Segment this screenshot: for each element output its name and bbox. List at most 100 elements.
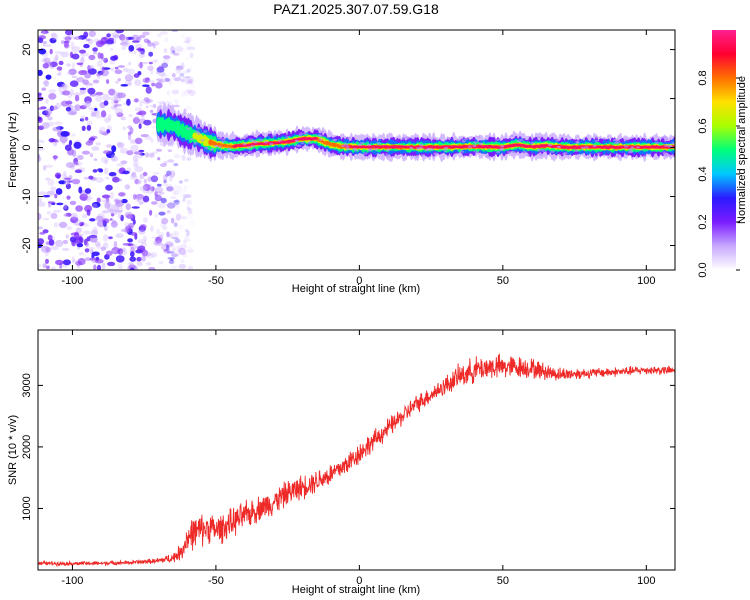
noise-blob [182,239,187,244]
noise-blob [54,51,63,55]
noise-blob [69,163,76,170]
noise-blob [153,171,160,175]
noise-blob [84,96,92,104]
x-tick-label: 100 [637,575,655,587]
noise-blob [63,41,69,48]
noise-blob [178,75,182,79]
noise-blob [44,251,49,257]
noise-blob [105,184,113,191]
noise-blob [142,97,150,105]
noise-blob [112,34,120,39]
noise-blob [48,239,55,246]
y-tick-label: -10 [21,189,33,205]
noise-blob [44,164,54,168]
noise-blob [151,82,156,87]
noise-blob [110,47,114,51]
ridge-fleck [246,146,251,149]
noise-blob [65,234,70,239]
noise-blob [120,228,129,232]
noise-blob [80,115,86,122]
ridge-fleck [332,153,337,156]
noise-blob [45,98,49,104]
ridge-fleck [628,148,633,151]
noise-blob [161,62,169,68]
ridge-fleck [507,151,511,154]
noise-blob [167,159,175,163]
noise-blob [114,209,123,213]
noise-blob [102,218,110,224]
noise-blob [168,77,173,86]
ridge-fleck [629,150,634,153]
noise-blob [151,41,160,46]
noise-blob [65,183,71,190]
noise-blob [136,48,145,51]
noise-blob [76,243,84,248]
noise-blob [59,135,68,143]
ridge-fleck [474,150,479,153]
noise-blob [135,43,142,50]
ridge-fleck [575,141,580,144]
ridge-fleck [360,141,364,145]
noise-blob [126,214,134,219]
ridge-fleck [541,149,545,152]
y-tick-label: 20 [21,43,33,55]
noise-blob [87,65,93,70]
noise-blob [79,193,89,201]
noise-blob [38,116,43,124]
noise-blob [168,259,175,265]
ridge-fleck [460,150,464,153]
ridge-fleck [253,141,258,144]
noise-blob [41,140,45,144]
noise-blob [143,96,150,103]
noise-blob [73,36,83,40]
noise-blob [101,66,105,74]
noise-blob [88,137,96,141]
noise-blob [45,258,49,264]
ridge-fleck [664,144,669,147]
noise-blob [114,69,123,75]
noise-blob [169,170,176,178]
noise-blob [132,193,137,200]
noise-blob [158,211,166,216]
noise-blob [61,83,67,89]
noise-blob [137,239,147,244]
noise-blob [115,30,124,34]
noise-blob [166,170,172,176]
noise-blob [103,100,109,106]
noise-blob [183,186,188,193]
noise-blob [134,107,143,112]
noise-blob [101,262,106,270]
noise-blob [53,139,60,143]
noise-blob [178,202,182,207]
noise-blob [103,150,112,155]
noise-blob [39,232,46,235]
noise-blob [157,234,163,242]
noise-blob [94,258,104,264]
noise-blob [83,31,89,38]
noise-blob [65,106,72,112]
noise-blob [143,235,147,242]
noise-blob [40,30,49,34]
noise-blob [139,185,148,192]
noise-blob [134,178,139,185]
noise-blob [66,195,71,200]
noise-blob [174,68,179,72]
noise-blob [60,40,65,44]
noise-blob [104,176,110,180]
ridge-fleck [285,136,290,139]
noise-blob [114,107,123,116]
noise-blob [40,245,49,249]
ridge-fleck [352,147,357,151]
colorbar-ticks: 0.0 0.2 0.4 0.6 0.8 [697,70,740,278]
noise-blob [79,49,86,54]
noise-blob [72,259,79,263]
noise-blob [187,249,194,253]
noise-blob [172,245,182,254]
noise-blob [50,105,58,111]
noise-blob [135,137,143,144]
noise-blob [150,138,154,143]
ridge-fleck [317,134,322,137]
noise-blob [166,244,170,251]
noise-blob [104,159,108,165]
